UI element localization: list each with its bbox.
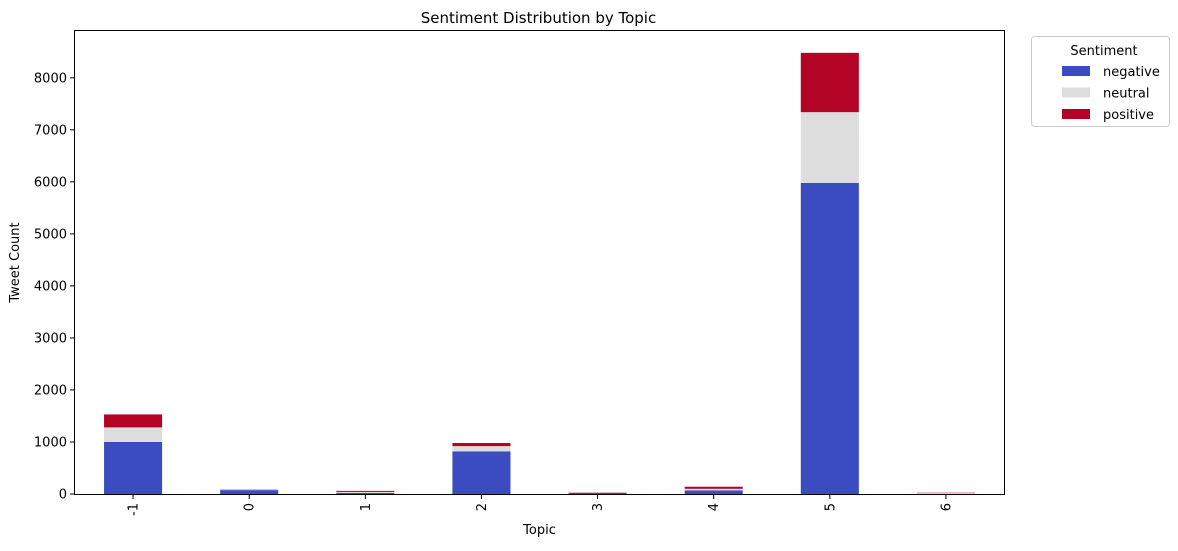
x-tick-label: 6: [939, 503, 954, 511]
bar-positive-topic-4: [685, 487, 743, 489]
y-tick-label: 8000: [34, 71, 67, 86]
bar-neutral-topic--1: [104, 427, 162, 442]
bar-positive-topic-2: [452, 443, 510, 446]
legend: Sentiment negative neutral positive: [1032, 37, 1170, 127]
y-tick-label: 7000: [34, 123, 67, 138]
bar-neutral-topic-2: [452, 446, 510, 451]
x-axis-label: Topic: [522, 523, 556, 538]
bar-positive-topic--1: [104, 414, 162, 427]
bar-negative-topic-5: [801, 183, 859, 494]
legend-swatch-neutral: [1062, 88, 1090, 98]
legend-label-negative: negative: [1103, 65, 1160, 80]
x-tick-label: 1: [359, 503, 374, 511]
bar-positive-topic-5: [801, 53, 859, 112]
x-tick-label: 4: [707, 503, 722, 511]
y-tick-label: 3000: [34, 331, 67, 346]
y-tick-label: 0: [59, 488, 67, 503]
legend-label-neutral: neutral: [1103, 87, 1150, 102]
legend-swatch-positive: [1062, 109, 1090, 119]
x-tick-label: -1: [127, 503, 142, 516]
chart-title: Sentiment Distribution by Topic: [421, 9, 656, 27]
bar-negative-topic-0: [220, 490, 278, 494]
bar-neutral-topic-6: [917, 493, 975, 494]
bar-negative-topic-2: [452, 451, 510, 494]
bar-negative-topic-4: [685, 490, 743, 494]
bar-negative-topic-3: [569, 493, 627, 494]
y-axis-label: Tweet Count: [8, 222, 23, 303]
bar-negative-topic-1: [336, 493, 394, 494]
legend-swatch-negative: [1062, 66, 1090, 76]
x-tick-label: 0: [243, 503, 258, 511]
y-tick-label: 6000: [34, 175, 67, 190]
y-tick-label: 5000: [34, 227, 67, 242]
bar-neutral-topic-1: [336, 492, 394, 493]
bar-positive-topic-1: [336, 491, 394, 492]
bar-negative-topic--1: [104, 442, 162, 494]
x-tick-label: 5: [823, 503, 838, 511]
x-tick-label: 3: [591, 503, 606, 511]
bar-neutral-topic-4: [685, 489, 743, 491]
y-tick-label: 4000: [34, 279, 67, 294]
bar-neutral-topic-5: [801, 112, 859, 183]
legend-entries: negative neutral positive: [1062, 65, 1160, 123]
x-tick-label: 2: [475, 503, 490, 511]
legend-label-positive: positive: [1103, 108, 1154, 123]
legend-title: Sentiment: [1070, 44, 1137, 59]
y-tick-label: 1000: [34, 435, 67, 450]
y-tick-label: 2000: [34, 383, 67, 398]
